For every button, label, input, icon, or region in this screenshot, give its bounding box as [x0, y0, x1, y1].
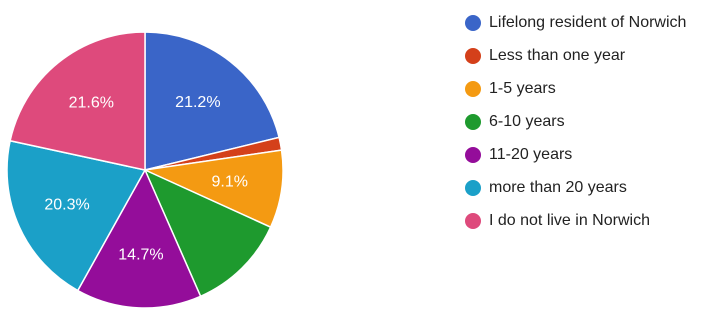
legend-swatch-icon [465, 113, 481, 130]
slice-data-label-6: 21.6% [69, 95, 114, 112]
legend-label: more than 20 years [489, 178, 627, 196]
legend-item-4[interactable]: 11-20 years [465, 138, 686, 171]
legend-label: Lifelong resident of Norwich [489, 13, 687, 31]
legend-swatch-icon [465, 146, 481, 163]
legend-label: 11-20 years [489, 145, 573, 163]
slice-data-label-0: 21.2% [175, 94, 220, 111]
legend-swatch-icon [465, 179, 481, 196]
legend-item-2[interactable]: 1-5 years [465, 72, 686, 105]
legend-label: I do not live in Norwich [489, 211, 650, 229]
pie-slice-6[interactable] [9, 31, 146, 171]
legend-label: 6-10 years [489, 112, 565, 130]
legend-item-3[interactable]: 6-10 years [465, 105, 686, 138]
legend-item-0[interactable]: Lifelong resident of Norwich [465, 6, 686, 39]
chart-legend: Lifelong resident of Norwich Less than on… [465, 6, 686, 237]
legend-swatch-icon [465, 80, 481, 97]
slice-data-label-4: 14.7% [118, 247, 163, 264]
legend-label: 1-5 years [489, 79, 556, 97]
pie-slice-4[interactable] [76, 168, 202, 309]
legend-item-5[interactable]: more than 20 years [465, 171, 686, 204]
pie-slice-5[interactable] [6, 139, 147, 292]
legend-swatch-icon [465, 14, 481, 31]
legend-swatch-icon [465, 212, 481, 229]
pie-slice-0[interactable] [144, 31, 280, 171]
pie-slice-3[interactable] [143, 168, 272, 298]
legend-label: Less than one year [489, 46, 626, 64]
legend-swatch-icon [465, 47, 481, 64]
legend-item-1[interactable]: Less than one year [465, 39, 686, 72]
pie-slice-2[interactable] [142, 149, 284, 229]
legend-item-6[interactable]: I do not live in Norwich [465, 204, 686, 237]
slice-data-label-5: 20.3% [44, 196, 89, 213]
slice-data-label-2: 9.1% [211, 173, 247, 190]
